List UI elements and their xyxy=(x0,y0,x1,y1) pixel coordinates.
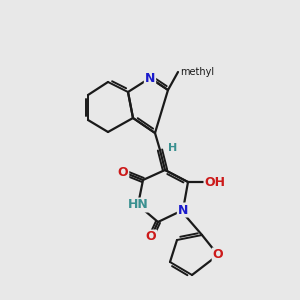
Text: N: N xyxy=(145,71,155,85)
Text: N: N xyxy=(178,203,188,217)
Text: HN: HN xyxy=(128,199,148,212)
Text: O: O xyxy=(118,166,128,178)
Text: H: H xyxy=(168,143,178,153)
Text: OH: OH xyxy=(205,176,226,188)
Text: methyl: methyl xyxy=(180,67,214,77)
Text: O: O xyxy=(213,248,223,262)
Text: O: O xyxy=(146,230,156,244)
